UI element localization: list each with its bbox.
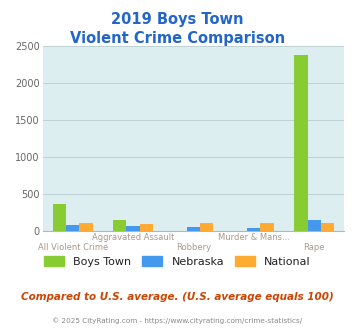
Bar [140, 224, 153, 231]
Text: Robbery: Robbery [176, 243, 211, 251]
Bar [53, 204, 66, 231]
Bar [113, 220, 126, 231]
Text: All Violent Crime: All Violent Crime [38, 243, 108, 251]
Bar [294, 55, 307, 231]
Bar [66, 225, 80, 231]
Text: 2019 Boys Town: 2019 Boys Town [111, 12, 244, 26]
Bar [126, 226, 140, 231]
Bar [247, 228, 261, 231]
Bar [80, 223, 93, 231]
Text: Violent Crime Comparison: Violent Crime Comparison [70, 31, 285, 46]
Text: © 2025 CityRating.com - https://www.cityrating.com/crime-statistics/: © 2025 CityRating.com - https://www.city… [53, 317, 302, 324]
Bar [307, 220, 321, 231]
Text: Compared to U.S. average. (U.S. average equals 100): Compared to U.S. average. (U.S. average … [21, 292, 334, 302]
Bar [321, 223, 334, 231]
Legend: Boys Town, Nebraska, National: Boys Town, Nebraska, National [44, 256, 311, 267]
Text: Rape: Rape [304, 243, 325, 251]
Bar [261, 223, 274, 231]
Bar [200, 223, 213, 231]
Text: Murder & Mans...: Murder & Mans... [218, 233, 290, 242]
Bar [187, 227, 200, 231]
Text: Aggravated Assault: Aggravated Assault [92, 233, 174, 242]
